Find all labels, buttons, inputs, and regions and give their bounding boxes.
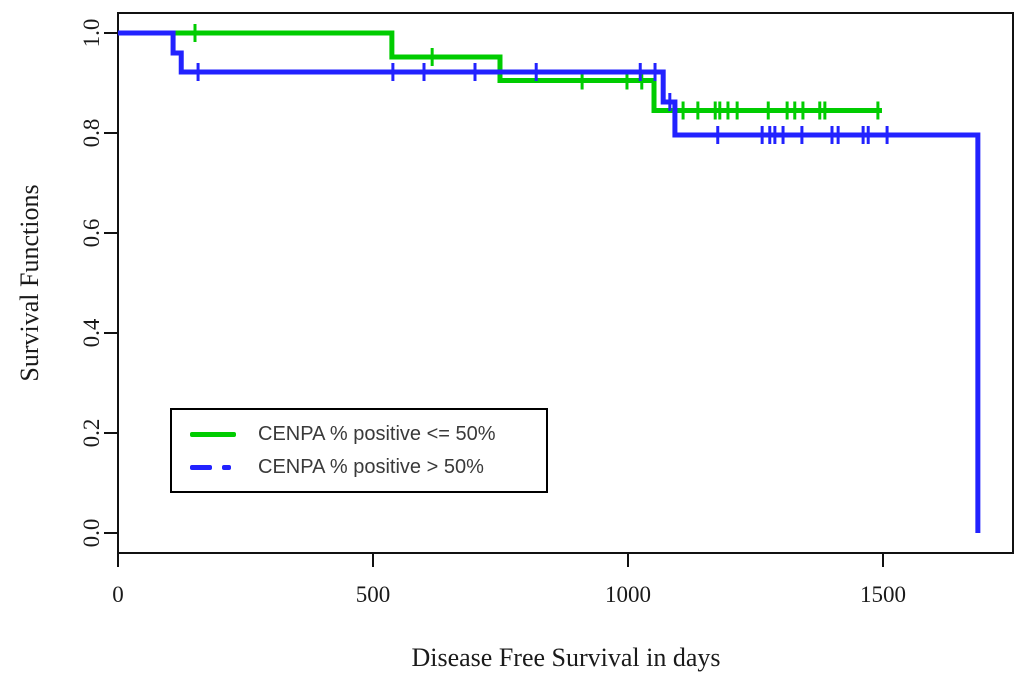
survival-curve-le50 <box>118 30 882 113</box>
y-tick-label: 0.6 <box>79 218 104 248</box>
green-solid-line-icon <box>190 431 236 437</box>
x-tick-label: 0 <box>112 582 124 607</box>
plot-border <box>117 12 1014 554</box>
legend-line-solid-green-icon <box>190 431 238 437</box>
legend: CENPA % positive <= 50% CENPA % positive… <box>170 408 548 493</box>
legend-label-le50: CENPA % positive <= 50% <box>258 422 496 445</box>
y-axis-title: Survival Functions <box>15 184 44 382</box>
x-tick-label: 500 <box>355 582 391 607</box>
y-tick-label: 0.2 <box>79 418 104 448</box>
legend-row-le50: CENPA % positive <= 50% <box>190 421 546 447</box>
y-tick-label: 0.4 <box>79 318 104 348</box>
dash-gap <box>212 465 222 470</box>
legend-line-dashed-blue-icon <box>190 464 238 470</box>
y-tick-label: 1.0 <box>79 18 104 48</box>
blue-dash-icon <box>190 464 212 470</box>
blue-dash-icon <box>222 464 231 470</box>
y-tick-label: 0.8 <box>79 118 104 148</box>
x-axis-title: Disease Free Survival in days <box>411 643 721 672</box>
y-tick-label: 0.0 <box>79 518 104 548</box>
legend-label-gt50: CENPA % positive > 50% <box>258 455 484 478</box>
x-tick-label: 1500 <box>860 582 906 607</box>
legend-row-gt50: CENPA % positive > 50% <box>190 454 546 480</box>
x-tick-label: 1000 <box>605 582 651 607</box>
